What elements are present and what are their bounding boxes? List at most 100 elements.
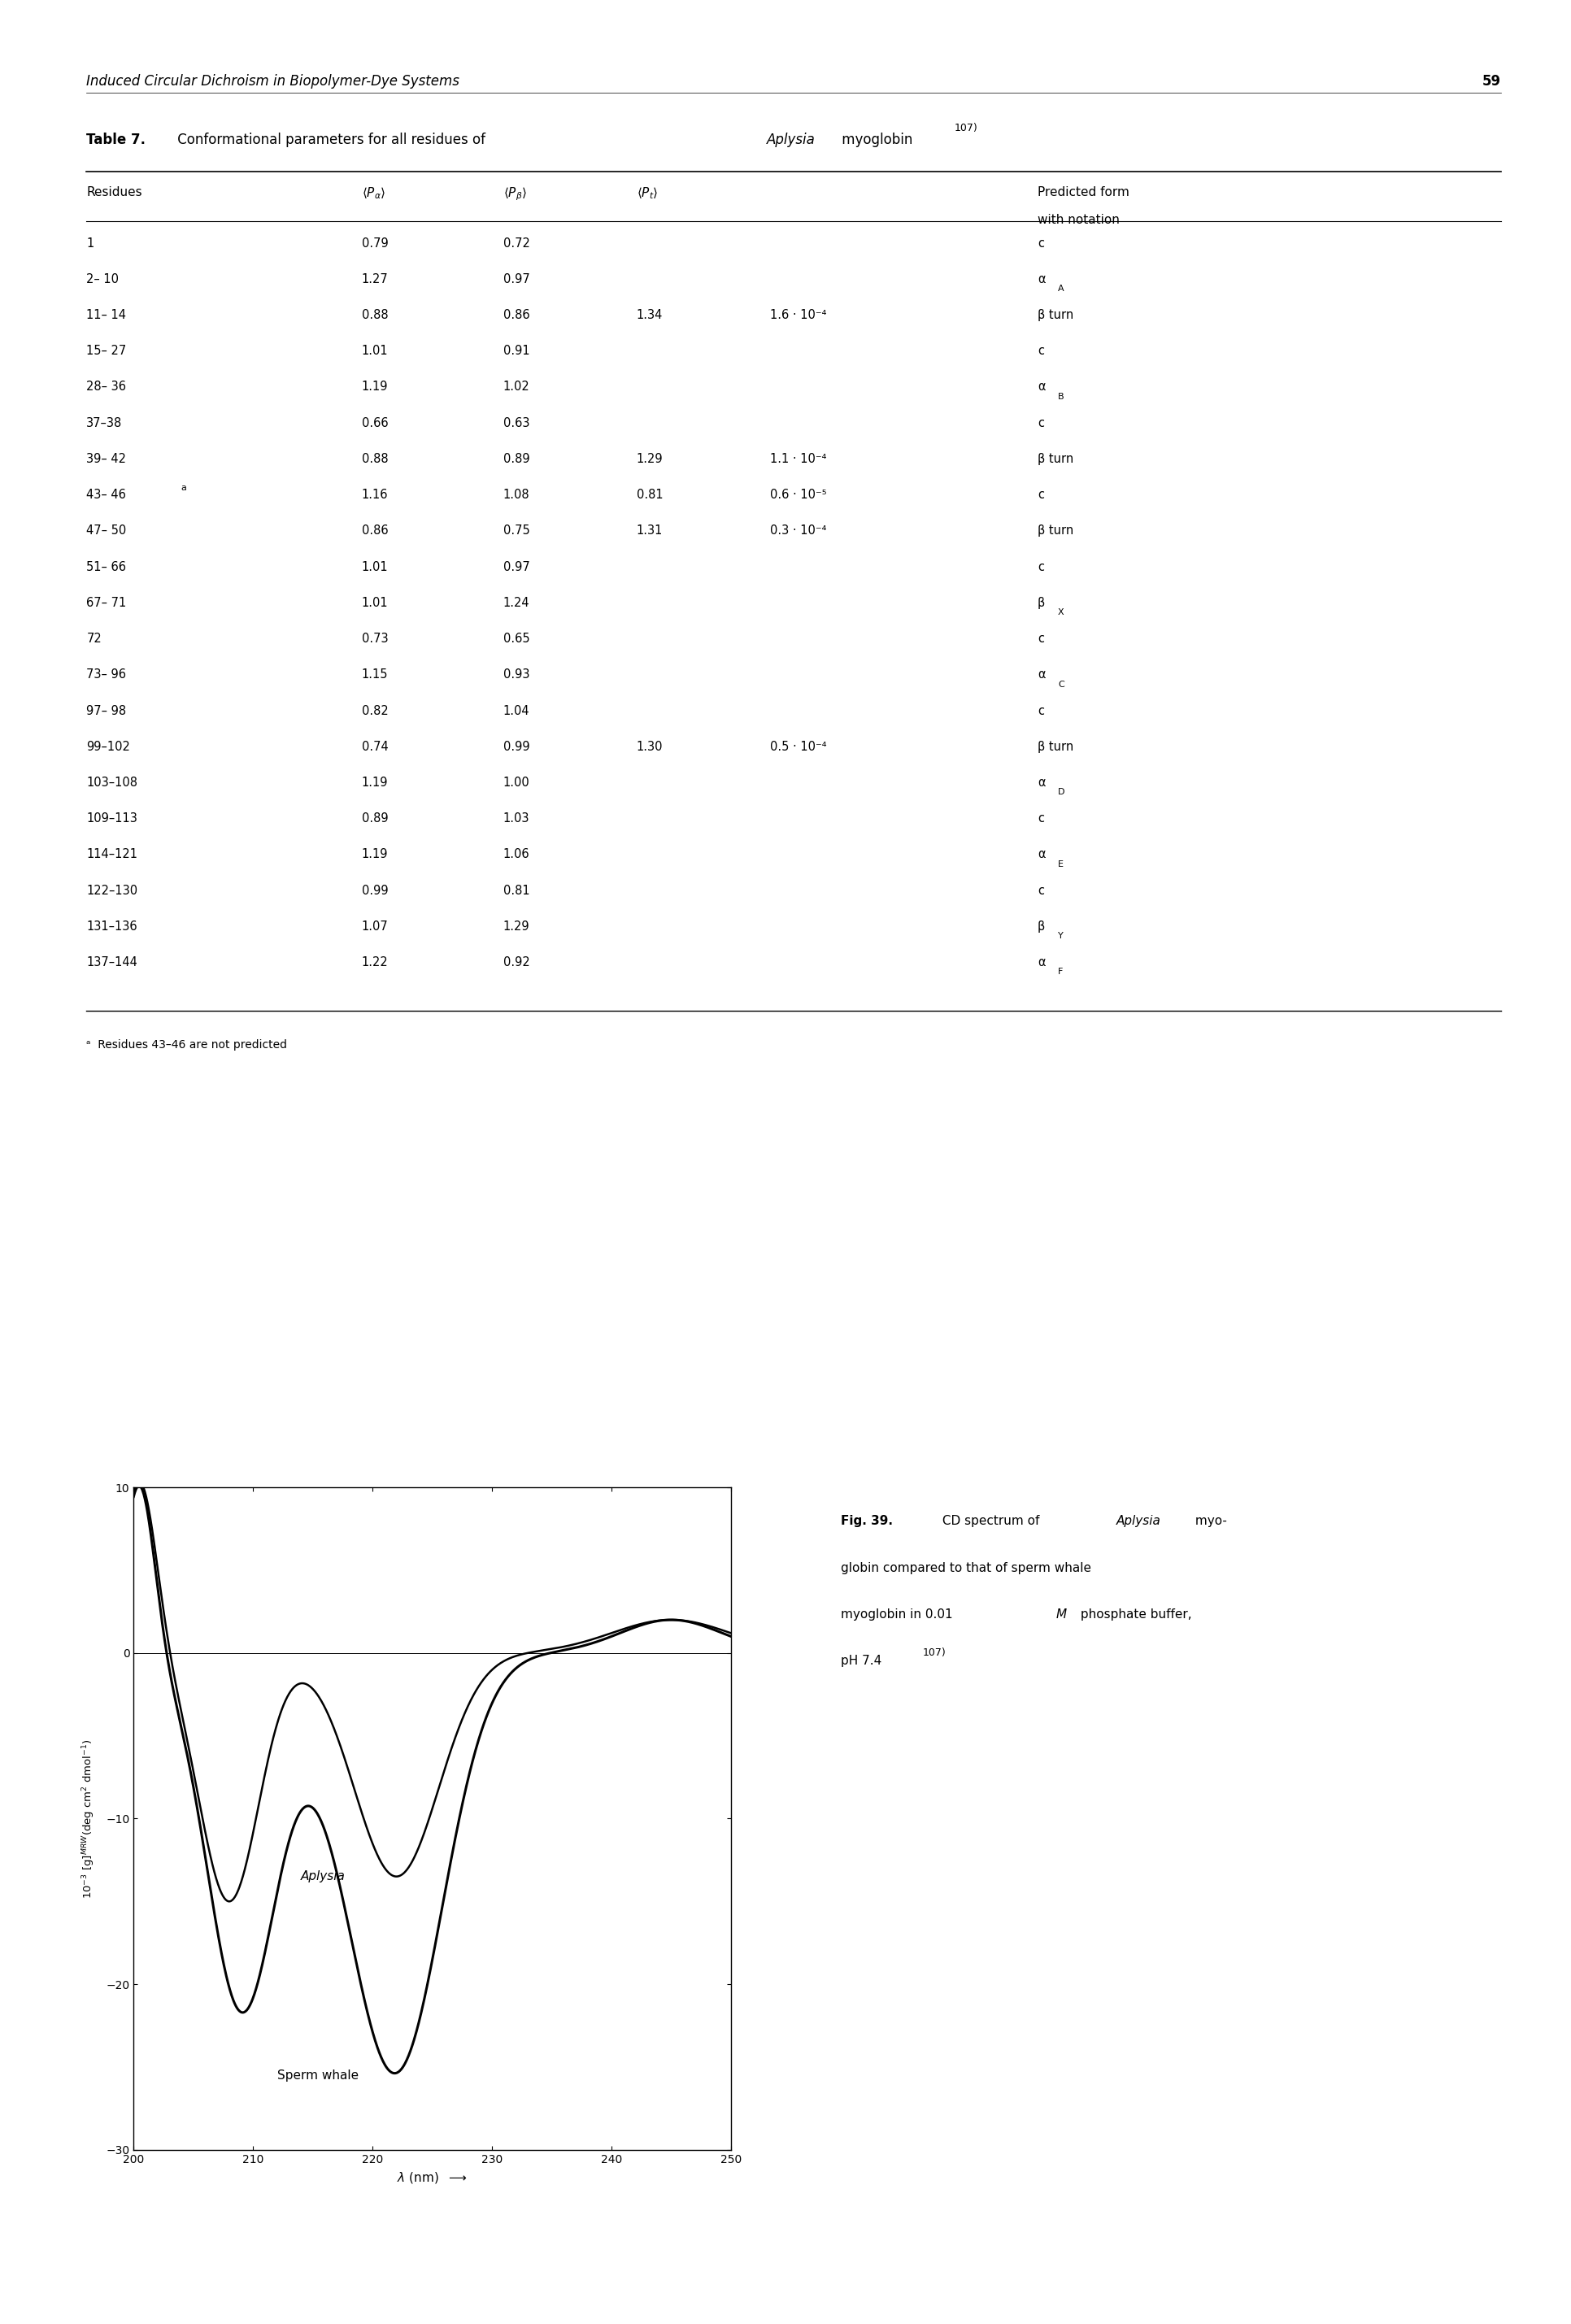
Text: 137–144: 137–144 (86, 957, 138, 969)
Text: 59: 59 (1481, 74, 1500, 88)
Text: Y: Y (1057, 932, 1062, 941)
Text: 1.24: 1.24 (503, 597, 529, 609)
Text: 1.01: 1.01 (361, 597, 388, 609)
Text: Predicted form: Predicted form (1037, 186, 1128, 198)
Text: 67– 71: 67– 71 (86, 597, 126, 609)
Text: α: α (1037, 381, 1045, 393)
Text: 0.82: 0.82 (361, 704, 388, 716)
Text: 37–38: 37–38 (86, 416, 123, 430)
Text: α: α (1037, 272, 1045, 286)
Text: c: c (1037, 632, 1043, 644)
Text: 97– 98: 97– 98 (86, 704, 126, 716)
Text: 0.97: 0.97 (503, 560, 529, 574)
Y-axis label: 10$^{-3}$ [g]$^{MRW}$(deg cm$^2$ dmol$^{-1}$): 10$^{-3}$ [g]$^{MRW}$(deg cm$^2$ dmol$^{… (80, 1738, 97, 1899)
Text: 72: 72 (86, 632, 102, 644)
Text: c: c (1037, 488, 1043, 502)
Text: 0.66: 0.66 (361, 416, 388, 430)
Text: 73– 96: 73– 96 (86, 669, 126, 681)
Text: 1.29: 1.29 (503, 920, 529, 932)
Text: c: c (1037, 344, 1043, 358)
Text: 1.34: 1.34 (636, 309, 663, 321)
Text: Aplysia: Aplysia (300, 1871, 346, 1882)
Text: Conformational parameters for all residues of: Conformational parameters for all residu… (173, 132, 489, 146)
Text: β: β (1037, 597, 1045, 609)
Text: 0.99: 0.99 (503, 741, 529, 753)
Text: 1.15: 1.15 (361, 669, 388, 681)
Text: B: B (1057, 393, 1064, 400)
Text: 0.75: 0.75 (503, 525, 529, 537)
Text: β turn: β turn (1037, 525, 1073, 537)
Text: 1.1 · 10⁻⁴: 1.1 · 10⁻⁴ (770, 453, 826, 465)
Text: 28– 36: 28– 36 (86, 381, 126, 393)
Text: α: α (1037, 957, 1045, 969)
Text: 0.65: 0.65 (503, 632, 529, 644)
Text: 1.06: 1.06 (503, 848, 529, 860)
Text: 122–130: 122–130 (86, 885, 138, 897)
Text: 15– 27: 15– 27 (86, 344, 126, 358)
Text: myo-: myo- (1191, 1515, 1227, 1527)
Text: 1.29: 1.29 (636, 453, 663, 465)
Text: Fig. 39.: Fig. 39. (840, 1515, 892, 1527)
Text: 1.19: 1.19 (361, 381, 388, 393)
Text: α: α (1037, 776, 1045, 788)
Text: β: β (1037, 920, 1045, 932)
Text: 1.16: 1.16 (361, 488, 388, 502)
Text: X: X (1057, 609, 1064, 616)
Text: Sperm whale: Sperm whale (276, 2068, 358, 2082)
Text: 1.02: 1.02 (503, 381, 529, 393)
Text: ᵃ  Residues 43–46 are not predicted: ᵃ Residues 43–46 are not predicted (86, 1039, 287, 1050)
Text: 11– 14: 11– 14 (86, 309, 126, 321)
Text: Induced Circular Dichroism in Biopolymer-Dye Systems: Induced Circular Dichroism in Biopolymer… (86, 74, 459, 88)
Text: F: F (1057, 969, 1062, 976)
Text: 1.31: 1.31 (636, 525, 663, 537)
Text: β turn: β turn (1037, 741, 1073, 753)
Text: 0.79: 0.79 (361, 237, 388, 249)
Text: c: c (1037, 813, 1043, 825)
Text: 47– 50: 47– 50 (86, 525, 126, 537)
Text: pH 7.4: pH 7.4 (840, 1655, 881, 1666)
Text: 0.86: 0.86 (503, 309, 529, 321)
Text: phosphate buffer,: phosphate buffer, (1076, 1608, 1191, 1620)
Text: 0.99: 0.99 (361, 885, 388, 897)
Text: c: c (1037, 237, 1043, 249)
Text: 0.91: 0.91 (503, 344, 529, 358)
Text: Aplysia: Aplysia (767, 132, 815, 146)
Text: $\langle P_\alpha \rangle$: $\langle P_\alpha \rangle$ (361, 186, 385, 202)
Text: c: c (1037, 704, 1043, 716)
Text: $\langle P_t \rangle$: $\langle P_t \rangle$ (636, 186, 658, 202)
Text: 99–102: 99–102 (86, 741, 130, 753)
Text: c: c (1037, 416, 1043, 430)
Text: 0.97: 0.97 (503, 272, 529, 286)
Text: β turn: β turn (1037, 453, 1073, 465)
Text: 107): 107) (922, 1648, 946, 1659)
Text: 1.04: 1.04 (503, 704, 529, 716)
Text: 1: 1 (86, 237, 94, 249)
Text: A: A (1057, 284, 1064, 293)
Text: α: α (1037, 848, 1045, 860)
Text: myoglobin in 0.01: myoglobin in 0.01 (840, 1608, 957, 1620)
Text: 1.03: 1.03 (503, 813, 529, 825)
Text: 0.93: 0.93 (503, 669, 529, 681)
Text: 109–113: 109–113 (86, 813, 138, 825)
Text: 114–121: 114–121 (86, 848, 138, 860)
Text: myoglobin: myoglobin (837, 132, 913, 146)
Text: Table 7.: Table 7. (86, 132, 146, 146)
Text: globin compared to that of sperm whale: globin compared to that of sperm whale (840, 1562, 1090, 1573)
Text: 0.89: 0.89 (503, 453, 529, 465)
Text: 0.88: 0.88 (361, 309, 388, 321)
Text: 0.92: 0.92 (503, 957, 529, 969)
Text: C: C (1057, 681, 1064, 688)
Text: M: M (1056, 1608, 1067, 1620)
Text: 0.63: 0.63 (503, 416, 529, 430)
Text: 0.6 · 10⁻⁵: 0.6 · 10⁻⁵ (770, 488, 826, 502)
Text: α: α (1037, 669, 1045, 681)
Text: CD spectrum of: CD spectrum of (938, 1515, 1043, 1527)
Text: 0.3 · 10⁻⁴: 0.3 · 10⁻⁴ (770, 525, 826, 537)
Text: 0.88: 0.88 (361, 453, 388, 465)
Text: Residues: Residues (86, 186, 143, 198)
Text: 2– 10: 2– 10 (86, 272, 119, 286)
Text: 0.89: 0.89 (361, 813, 388, 825)
Text: c: c (1037, 560, 1043, 574)
Text: $\langle P_\beta \rangle$: $\langle P_\beta \rangle$ (503, 186, 526, 202)
Text: 43– 46: 43– 46 (86, 488, 126, 502)
